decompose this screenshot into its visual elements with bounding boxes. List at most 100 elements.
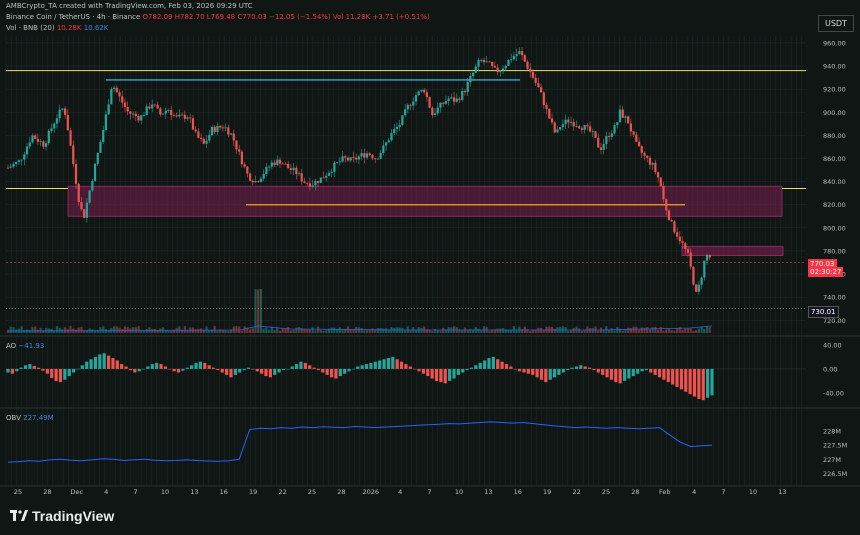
volume-bar [684, 328, 687, 333]
candle [627, 116, 630, 124]
volume-bar [651, 327, 654, 333]
y-tick-label: 860.00 [823, 155, 846, 163]
ao-bar [448, 368, 452, 381]
volume-bar [308, 329, 312, 333]
candle [164, 110, 167, 114]
volume-bar [569, 330, 573, 333]
ao-bar [561, 368, 565, 373]
y-tick-label: 880.00 [823, 132, 846, 140]
candle [161, 113, 165, 115]
volume-bar [325, 330, 328, 333]
volume-bar [515, 330, 518, 333]
candle [518, 51, 521, 55]
candle [355, 157, 358, 160]
candle [436, 107, 439, 114]
candle [414, 95, 418, 102]
candle [662, 185, 665, 200]
candle [365, 153, 369, 158]
candle [673, 221, 676, 233]
ao-bar [408, 366, 412, 369]
ao-bar [37, 367, 41, 369]
volume-bar [352, 329, 355, 333]
candle [578, 126, 581, 129]
candle [194, 129, 197, 132]
volume-bar [115, 326, 118, 333]
volume-bar [360, 328, 363, 333]
candle [281, 163, 284, 165]
candle [447, 98, 450, 102]
candle [72, 145, 75, 164]
volume-bar [243, 326, 246, 333]
candle [66, 114, 69, 131]
volume-bar [167, 330, 170, 333]
y-tick-label: 920.00 [823, 86, 846, 94]
ao-bar [526, 368, 530, 374]
candle [635, 134, 638, 142]
ao-bar [710, 368, 714, 396]
ao-bar [579, 365, 583, 369]
ao-bar [386, 358, 391, 369]
volume-bar [496, 328, 499, 333]
volume-bar [93, 330, 97, 333]
volume-bar [553, 328, 556, 333]
candle [240, 151, 244, 165]
ao-bar [531, 368, 535, 375]
candle [17, 160, 20, 162]
candle [423, 89, 426, 93]
y-tick-label: 940.00 [823, 63, 846, 71]
ao-bar [185, 367, 189, 369]
volume-bar [414, 330, 418, 333]
ao-bar [483, 360, 487, 369]
ao-bar [548, 368, 552, 380]
candle [91, 180, 94, 191]
volume-bar [123, 326, 127, 333]
volume-bar [493, 329, 496, 333]
ao-bar [657, 368, 662, 378]
candle [384, 142, 388, 146]
volume-bar [697, 328, 700, 333]
candle [115, 87, 118, 93]
ao-bar [697, 368, 701, 399]
candle [537, 82, 540, 88]
volume-bar [330, 327, 333, 333]
volume-bar [270, 326, 273, 333]
volume-bar [578, 328, 581, 333]
candle [23, 154, 26, 160]
ao-value: −41.93 [18, 342, 45, 350]
candle [499, 70, 502, 73]
volume-bar [529, 330, 532, 333]
volume-bar [55, 326, 59, 333]
candle [461, 90, 464, 100]
volume-bar [216, 330, 219, 333]
ao-bar [203, 362, 207, 369]
candle [219, 125, 222, 128]
x-tick-label: 10 [749, 488, 757, 496]
candle [189, 117, 192, 119]
volume-bar [273, 329, 276, 333]
candle [493, 65, 496, 68]
candle [276, 159, 279, 166]
y-tick-label: 720.00 [823, 317, 846, 325]
candle [550, 118, 554, 123]
ao-bar [128, 368, 133, 371]
candle [409, 104, 412, 106]
candle [393, 129, 396, 133]
ao-bar [50, 368, 54, 378]
candle [618, 109, 622, 123]
volume-bar [534, 330, 537, 333]
volume-bar [637, 329, 641, 333]
countdown-tag: 02:30:27 [808, 267, 844, 277]
candle [53, 123, 56, 129]
candle [417, 91, 420, 96]
currency-selector[interactable]: USDT [818, 15, 854, 32]
candle [656, 172, 660, 178]
ao-label: AO [6, 342, 17, 350]
ao-bar [246, 367, 251, 369]
candle [594, 131, 597, 138]
volume-bar [319, 330, 322, 333]
candle [322, 177, 325, 179]
candle [624, 116, 627, 118]
candle [257, 181, 260, 182]
volume-bar [371, 328, 374, 333]
volume-bar [365, 330, 369, 333]
